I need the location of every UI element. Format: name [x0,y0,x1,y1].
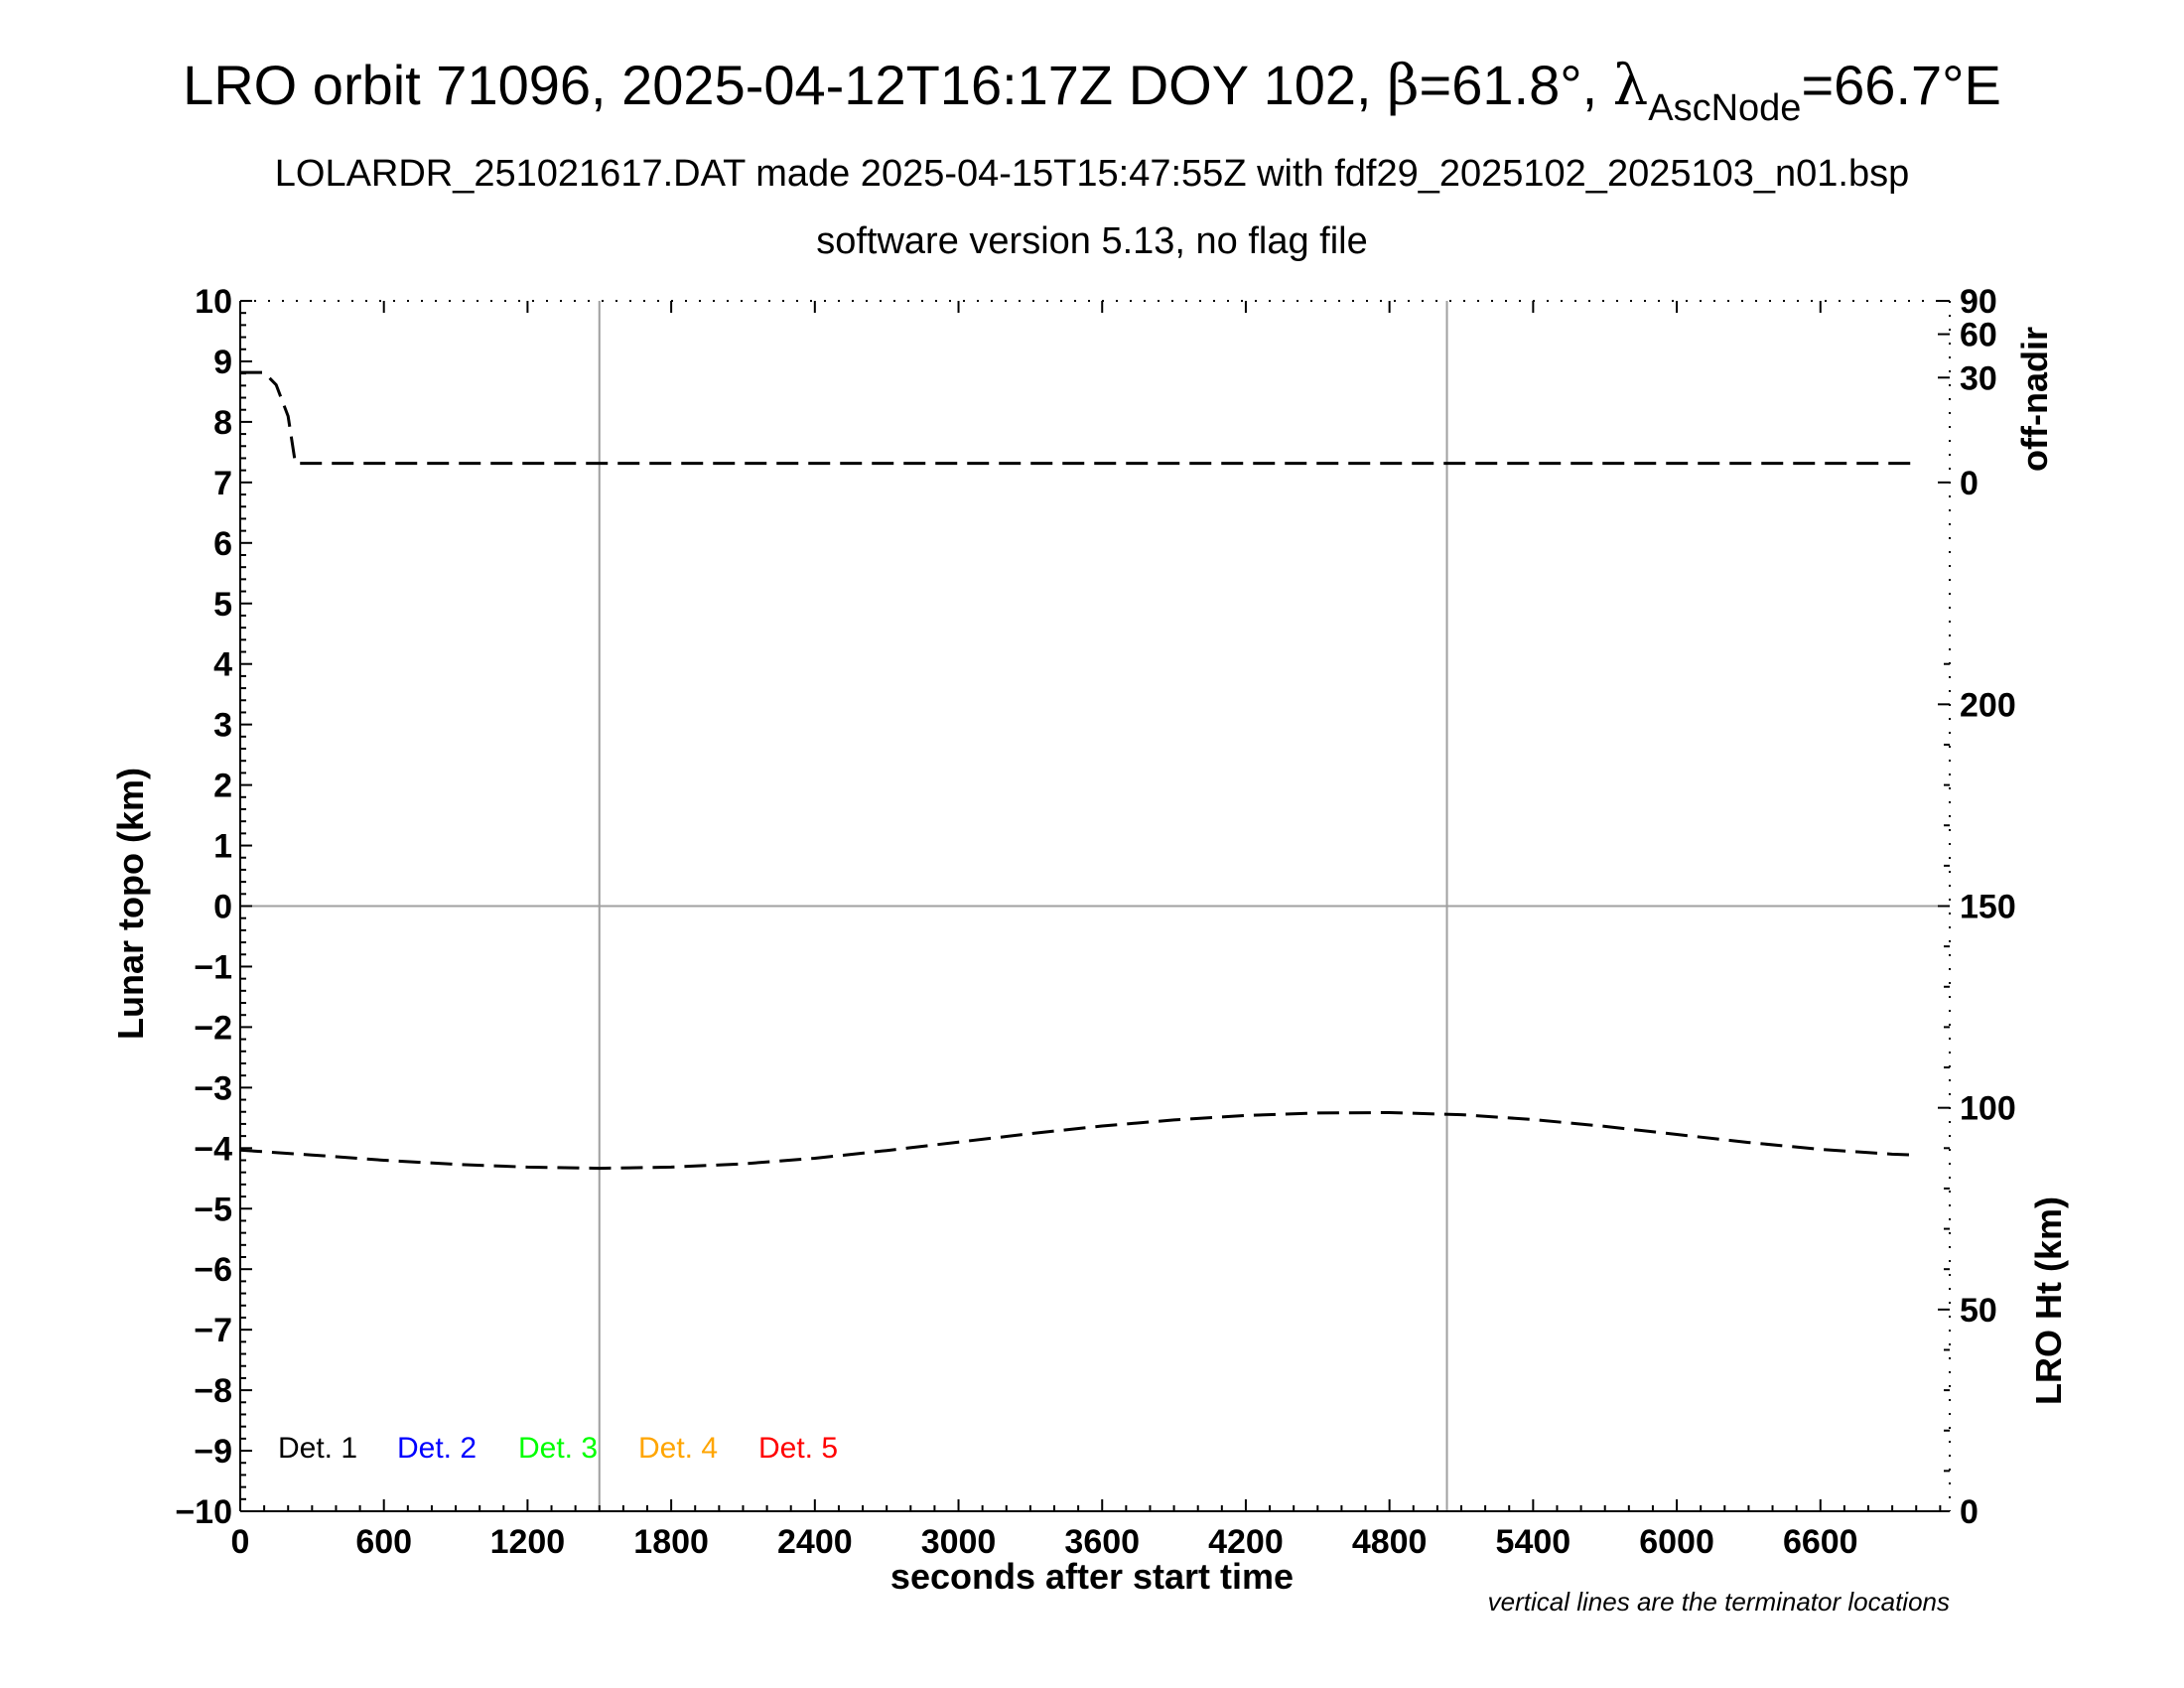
lro-ht-tick-label: 50 [1960,1292,1997,1330]
legend-item-det-2: Det. 2 [397,1432,477,1465]
chart-title-main: LRO orbit 71096, 2025-04-12T16:17Z DOY 1… [183,54,1387,116]
off-nadir-tick-label: 60 [1960,317,1997,354]
y-left-tick-label: −4 [194,1130,232,1168]
y-left-tick-label: −8 [194,1372,232,1410]
x-tick-label: 4800 [1352,1523,1428,1561]
x-tick-label: 1200 [490,1523,566,1561]
y-axis-label-off-nadir: off-nadir [2014,327,2055,472]
chart-subtitle: LOLARDR_251021617.DAT made 2025-04-15T15… [275,153,1910,195]
y-left-tick-label: −1 [194,948,232,986]
legend-item-det-4: Det. 4 [638,1432,718,1465]
beta-value: =61.8°, [1420,54,1613,116]
x-tick-label: 0 [231,1523,250,1561]
y-axis-label-lro-ht: LRO Ht (km) [2028,1196,2069,1405]
x-tick-label: 3600 [1064,1523,1140,1561]
y-left-tick-label: −2 [194,1009,232,1047]
y-axis-label-left: Lunar topo (km) [110,768,151,1040]
x-tick-label: 1800 [633,1523,709,1561]
y-left-tick-label: 6 [213,525,232,563]
y-left-tick-label: −3 [194,1069,232,1107]
x-tick-label: 4200 [1208,1523,1284,1561]
x-tick-label: 600 [355,1523,412,1561]
x-tick-label: 3000 [921,1523,997,1561]
off-nadir-tick-label: 0 [1960,465,1979,502]
y-left-tick-label: −7 [194,1312,232,1349]
legend-item-det-1: Det. 1 [278,1432,357,1465]
lro-ht-tick-label: 150 [1960,889,2016,926]
y-left-tick-label: 5 [213,586,232,624]
y-left-tick-label: 0 [213,889,232,926]
x-tick-label: 5400 [1496,1523,1571,1561]
y-left-tick-label: 1 [213,828,232,866]
off-nadir-tick-label: 30 [1960,359,1997,397]
x-tick-label: 6600 [1783,1523,1858,1561]
lambda-value: =66.7°E [1801,54,2000,116]
y-left-tick-label: 2 [213,768,232,805]
y-left-tick-label: −9 [194,1433,232,1471]
lro-ht-tick-label: 0 [1960,1493,1979,1531]
y-left-tick-label: −10 [175,1493,232,1531]
x-axis-label: seconds after start time [890,1556,1294,1597]
legend-item-det-3: Det. 3 [518,1432,598,1465]
lro-ht-tick-label: 100 [1960,1090,2016,1128]
chart-subtitle-2: software version 5.13, no flag file [816,220,1368,262]
lro-height-line [239,1110,1917,1171]
x-tick-label: 6000 [1639,1523,1714,1561]
beta-symbol: β [1387,54,1419,118]
lambda-symbol: λ [1613,54,1649,118]
y-left-tick-label: 8 [213,404,232,442]
off-nadir-tick-label: 90 [1960,283,1997,321]
x-tick-label: 2400 [777,1523,853,1561]
lro-ht-tick-label: 200 [1960,686,2016,724]
off-nadir-line [240,370,1917,466]
y-left-tick-label: 10 [195,283,232,321]
lambda-subscript: AscNode [1648,87,1801,129]
y-left-tick-label: −6 [194,1251,232,1289]
y-left-tick-label: 3 [213,707,232,745]
chart-title: LRO orbit 71096, 2025-04-12T16:17Z DOY 1… [183,54,2001,129]
y-left-tick-label: 7 [213,465,232,502]
y-left-tick-label: 9 [213,344,232,381]
terminator-note: vertical lines are the terminator locati… [1488,1587,1950,1617]
y-left-tick-label: −5 [194,1191,232,1228]
legend-item-det-5: Det. 5 [758,1432,838,1465]
y-left-tick-label: 4 [213,646,232,684]
